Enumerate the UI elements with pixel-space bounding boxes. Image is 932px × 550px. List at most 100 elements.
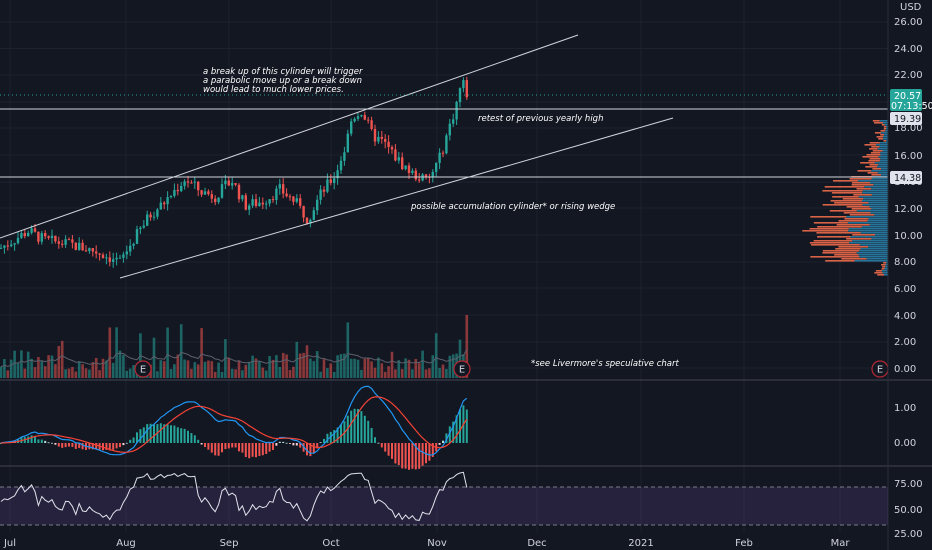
- currency-label: USD: [900, 2, 922, 13]
- macd-histogram-bar: [217, 443, 220, 456]
- macd-signal-line: [0, 396, 468, 453]
- candle-body: [37, 231, 40, 242]
- grid-lines: [0, 0, 888, 532]
- candle-body: [288, 196, 292, 198]
- volume-profile-bar: [884, 274, 888, 276]
- macd-histogram-bar: [166, 424, 169, 443]
- volume-bar: [183, 359, 186, 378]
- macd-histogram-bar: [95, 443, 98, 450]
- macd-histogram-bar: [336, 427, 339, 443]
- price-tick: 2.00: [894, 337, 916, 348]
- volume-bar: [33, 367, 37, 378]
- volume-profile-bar: [842, 198, 864, 200]
- volume-profile-bar: [849, 242, 888, 244]
- volume-profile-bar: [836, 224, 870, 226]
- volume-profile-bar: [877, 166, 888, 168]
- candle-body: [384, 138, 387, 142]
- channel-upper-line[interactable]: [0, 34, 579, 239]
- candle-body: [234, 183, 237, 185]
- volume-bar: [247, 361, 251, 378]
- earnings-marker[interactable]: E: [453, 360, 471, 378]
- volume-bar: [196, 364, 200, 378]
- macd-histogram-bar: [81, 443, 84, 450]
- svg-text:19.39: 19.39: [894, 114, 921, 125]
- candle-body: [356, 116, 360, 119]
- candle-body: [152, 216, 156, 218]
- volume-bar: [193, 362, 197, 378]
- volume-profile-bar: [858, 196, 888, 198]
- candle-body: [105, 257, 108, 259]
- candle-body: [91, 248, 94, 252]
- macd-tick: 0.00: [894, 438, 916, 449]
- volume-bar: [302, 352, 305, 378]
- volume-bar: [115, 327, 118, 378]
- candle-body: [30, 228, 33, 233]
- candle-body: [278, 184, 281, 189]
- earnings-marker[interactable]: E: [134, 360, 152, 378]
- volume-bar: [346, 322, 350, 378]
- price-tick: 10.00: [894, 231, 923, 242]
- volume-profile-bar: [871, 174, 882, 176]
- time-tick: Mar: [831, 538, 851, 549]
- macd-histogram-bar: [54, 443, 57, 445]
- macd-histogram-bar: [136, 432, 138, 443]
- candle-body: [203, 191, 207, 195]
- price-tick: 8.00: [894, 257, 916, 268]
- volume-profile-bar: [881, 174, 888, 176]
- volume-bar: [84, 368, 88, 378]
- volume-profile-bar: [858, 180, 888, 182]
- candle-body: [305, 217, 309, 224]
- candle-body: [438, 152, 441, 163]
- volume-profile-bar: [822, 190, 863, 192]
- candle-body: [224, 180, 227, 185]
- volume-bar: [319, 371, 322, 378]
- macd-histogram-bar: [187, 430, 189, 443]
- volume-profile-bar: [856, 210, 888, 212]
- volume-profile-bar: [874, 122, 884, 124]
- volume-profile-bar: [867, 172, 878, 174]
- volume-profile-bar: [883, 138, 888, 140]
- channel-lower-line[interactable]: [119, 117, 674, 279]
- volume-bar: [203, 361, 207, 378]
- candle-body: [197, 181, 200, 191]
- volume-bar: [43, 366, 47, 378]
- macd-histogram-bar: [374, 437, 376, 443]
- price-tick: 22.00: [894, 70, 923, 81]
- volume-bar: [210, 361, 214, 378]
- candle-body: [101, 254, 105, 259]
- macd-histogram-bar: [411, 443, 414, 469]
- candle-body: [367, 119, 370, 121]
- candle-body: [20, 233, 23, 238]
- volume-bar: [47, 355, 50, 378]
- volume-profile-bar: [852, 240, 888, 242]
- macd-histogram-bar: [214, 443, 217, 456]
- volume-profile-bar: [882, 272, 888, 274]
- macd-histogram-bar: [180, 428, 183, 443]
- volume-bar: [173, 364, 176, 378]
- volume-bar: [363, 358, 367, 378]
- level-low-tag: 14.38: [890, 171, 922, 184]
- macd-histogram-bar: [210, 443, 213, 453]
- macd-histogram-bar: [353, 408, 356, 443]
- macd-histogram-bar: [350, 410, 353, 443]
- volume-profile-bar: [860, 248, 888, 250]
- time-axis[interactable]: Jul Aug Sep Oct Nov Dec 2021 Feb Mar: [3, 538, 850, 549]
- volume-profile-bar: [881, 132, 888, 134]
- candle-body: [237, 184, 241, 200]
- candle-body: [10, 244, 13, 247]
- macd-histogram-bar: [316, 443, 319, 449]
- macd-axis[interactable]: 1.00 0.00: [894, 403, 916, 449]
- rsi-axis[interactable]: 75.00 50.00 25.00: [894, 479, 923, 540]
- macd-histogram-bar: [74, 443, 77, 449]
- volume-bar: [397, 360, 401, 378]
- volume-bar: [370, 361, 373, 378]
- candle-body: [98, 253, 101, 255]
- candle-body: [350, 121, 353, 134]
- macd-histogram-bar: [200, 443, 203, 445]
- earnings-marker[interactable]: E: [871, 360, 889, 378]
- volume-profile-bar: [883, 122, 888, 124]
- volume-bar: [122, 354, 125, 378]
- volume-bar: [125, 370, 129, 378]
- volume-profile-bar: [846, 238, 872, 240]
